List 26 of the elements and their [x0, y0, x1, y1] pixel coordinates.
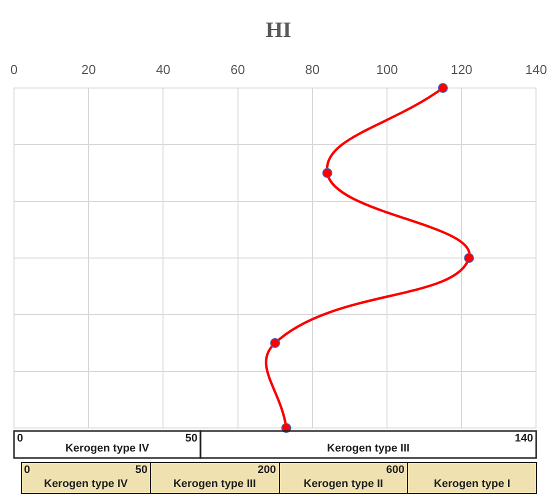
x-tick-label: 40	[156, 62, 170, 77]
point	[464, 253, 474, 263]
text: 0	[17, 432, 24, 445]
point	[270, 338, 280, 348]
point	[322, 168, 332, 178]
x-tick-label: 80	[305, 62, 320, 77]
text: Kerogen type III	[327, 442, 410, 455]
text: Kerogen type III	[173, 478, 256, 490]
point	[438, 83, 448, 93]
text: Kerogen type II	[304, 478, 384, 490]
text: 50	[185, 432, 198, 445]
x-tick-label: 100	[376, 62, 398, 77]
text: Kerogen type I	[407, 463, 536, 493]
x-tick-label: 60	[230, 62, 246, 77]
x-tick-label: 20	[81, 62, 96, 77]
text: 140	[514, 432, 534, 445]
chart-title: HI	[266, 16, 292, 42]
text: 0	[24, 464, 30, 476]
text: 200	[258, 464, 276, 476]
text: Kerogen type IV	[44, 478, 128, 490]
x-tick-label: 0	[10, 62, 18, 77]
x-tick-label: 120	[450, 62, 472, 77]
x-tick-label: 140	[525, 62, 548, 77]
text: Kerogen type IV	[65, 442, 150, 455]
text: 600	[386, 464, 404, 476]
text: 50	[135, 464, 148, 476]
